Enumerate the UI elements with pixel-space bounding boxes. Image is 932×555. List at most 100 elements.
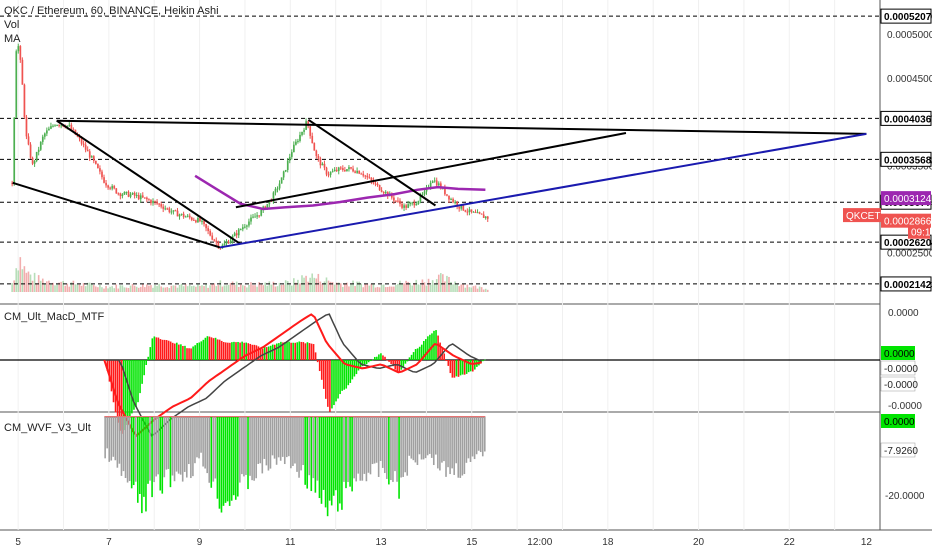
wvf-bar: [445, 417, 447, 477]
macd-histogram-bar: [110, 360, 113, 392]
wvf-bar: [204, 417, 206, 469]
volume-bar: [350, 284, 352, 292]
wvf-bar: [139, 417, 141, 495]
candle-body: [393, 197, 395, 201]
volume-bar: [29, 274, 32, 292]
wvf-bar: [390, 417, 392, 481]
macd-histogram-bar: [176, 342, 178, 360]
wvf-bar: [465, 417, 468, 463]
macd-histogram-bar: [302, 342, 305, 360]
candle-body: [409, 203, 412, 205]
candle-body: [150, 200, 152, 204]
macd-histogram-bar: [153, 336, 156, 360]
wvf-bar: [196, 417, 198, 458]
macd-histogram-bar: [131, 360, 133, 414]
candle-body: [170, 211, 173, 213]
macd-histogram-bar: [118, 360, 121, 431]
wvf-bar: [210, 417, 213, 488]
horizontal-levels-layer[interactable]: [0, 15, 880, 285]
candle-body: [154, 200, 156, 202]
volume-bar: [176, 287, 179, 292]
candle-body: [272, 192, 275, 202]
macd-histogram-bar: [327, 360, 329, 407]
candle-body: [378, 185, 381, 191]
wvf-bar: [484, 417, 486, 452]
time-axis[interactable]: 5 7 9 11 13 15 12:00 18 20 22 12: [15, 537, 872, 548]
volume-bar: [31, 280, 34, 292]
macd-histogram-bar: [384, 356, 386, 360]
volume-bar: [52, 282, 54, 292]
chart-legend: QKC / Ethereum, 60, BINANCE, Heikin Ashi…: [4, 4, 219, 46]
macd-histogram-bar: [414, 349, 417, 360]
volume-bar: [135, 286, 138, 292]
wvf-bar: [355, 417, 358, 482]
candle-body: [235, 233, 238, 236]
wvf-indicator-label[interactable]: CM_WVF_V3_Ult: [4, 422, 91, 434]
wvf-bar: [463, 417, 466, 475]
candle-body: [119, 193, 122, 197]
volume-bar: [286, 281, 289, 292]
wvf-bar: [153, 417, 155, 483]
volume-bar: [82, 283, 85, 292]
volume-bar: [313, 277, 316, 292]
macd-histogram-bar: [108, 360, 111, 382]
wvf-bar: [461, 417, 464, 476]
macd-histogram-bar: [439, 342, 441, 360]
candle-body: [440, 183, 442, 189]
macd-histogram-bar: [116, 360, 119, 423]
time-axis-label: 11: [285, 537, 296, 548]
candle-body: [295, 141, 297, 145]
volume-bar: [321, 284, 324, 292]
macd-histogram-bar: [376, 356, 378, 360]
macd-histogram-bar: [449, 360, 452, 374]
time-axis-label: 15: [466, 537, 478, 548]
wvf-bar: [130, 417, 133, 489]
trendlines-layer[interactable]: [12, 119, 867, 249]
macd-histogram-bar: [298, 341, 301, 360]
wvf-bar: [294, 417, 296, 464]
wvf-bar: [202, 417, 204, 467]
volume-bar: [168, 287, 171, 292]
macd-histogram-bar: [284, 342, 286, 360]
volume-bar: [74, 284, 77, 292]
candle-body: [380, 190, 383, 192]
candle-body: [350, 167, 352, 169]
volume-bar: [442, 274, 444, 292]
wvf-bar: [273, 417, 276, 459]
wvf-bar: [410, 417, 413, 459]
macd-histogram-bar: [257, 346, 260, 360]
candle-body: [209, 230, 212, 236]
level-label-text: 0.00021423: [884, 280, 932, 291]
candle-body: [484, 216, 487, 218]
volume-bar: [264, 282, 267, 292]
wvf-bar: [222, 417, 225, 506]
wvf-bar: [253, 417, 255, 481]
macd-histogram-bar: [247, 343, 250, 360]
wvf-bar: [443, 417, 445, 462]
macd-indicator-label[interactable]: CM_Ult_MacD_MTF: [4, 311, 105, 323]
candle-body: [437, 183, 440, 186]
volume-bar: [329, 281, 332, 292]
candle-body: [356, 170, 359, 173]
macd-histogram-bar: [161, 339, 164, 360]
volume-bar: [217, 285, 220, 292]
macd-histogram-bar: [308, 343, 311, 360]
volume-bar: [374, 287, 377, 292]
candle-body: [470, 209, 473, 212]
candle-body: [413, 202, 416, 206]
macd-histogram-bar: [367, 360, 370, 363]
macd-histogram-bar: [114, 360, 117, 413]
level-label-text: 0.00052070: [884, 12, 932, 23]
candle-body: [107, 185, 109, 188]
candle-body: [335, 169, 338, 172]
candle-body: [268, 200, 271, 205]
macd-histogram-bar: [388, 360, 390, 362]
volume-bar: [152, 287, 154, 292]
volume-bar: [244, 285, 246, 292]
price-axis[interactable]: 0.000500000.000450000.000350000.00025000…: [843, 8, 932, 502]
candles-layer: [11, 43, 489, 250]
candle-body: [174, 210, 177, 212]
macd-histogram-bar: [369, 360, 372, 362]
